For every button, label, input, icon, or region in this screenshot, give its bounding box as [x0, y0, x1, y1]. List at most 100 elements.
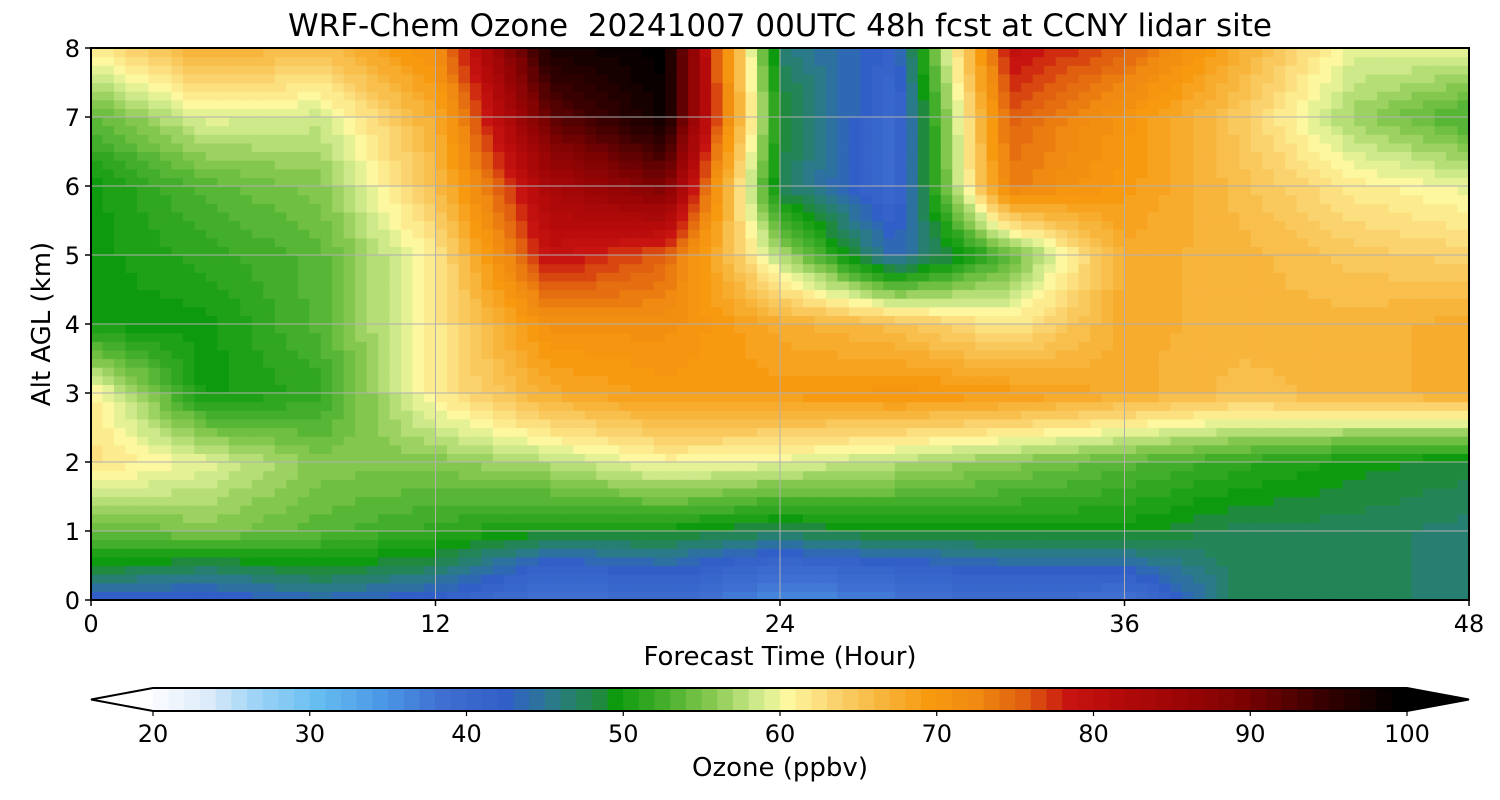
heatmap-cell	[538, 358, 551, 368]
heatmap-cell	[860, 332, 873, 342]
heatmap-cell	[1434, 513, 1447, 523]
heatmap-cell	[1193, 470, 1206, 480]
heatmap-cell	[802, 591, 816, 600]
heatmap-cell	[1158, 539, 1172, 549]
heatmap-cell	[136, 470, 150, 480]
heatmap-cell	[182, 315, 195, 325]
heatmap-cell	[1078, 367, 1091, 377]
heatmap-cell	[676, 582, 689, 592]
heatmap-cell	[665, 306, 678, 316]
heatmap-cell	[1377, 306, 1390, 316]
heatmap-cell	[1216, 462, 1229, 472]
heatmap-cell	[1078, 410, 1091, 420]
heatmap-cell	[1181, 513, 1194, 523]
heatmap-cell	[711, 298, 724, 308]
heatmap-cell	[332, 315, 345, 325]
heatmap-cell	[871, 367, 884, 377]
heatmap-cell	[665, 522, 678, 532]
heatmap-cell	[963, 358, 976, 368]
heatmap-cell	[814, 401, 827, 411]
heatmap-cell	[883, 462, 896, 472]
heatmap-cell	[1411, 496, 1424, 506]
heatmap-cell	[159, 393, 172, 403]
heatmap-cell	[929, 522, 942, 532]
heatmap-cell	[538, 263, 551, 273]
heatmap-cell	[952, 531, 965, 541]
heatmap-cell	[722, 513, 735, 523]
heatmap-cell	[642, 548, 655, 558]
heatmap-cell	[745, 272, 758, 282]
heatmap-cell	[1078, 427, 1091, 437]
heatmap-cell	[1285, 367, 1298, 377]
heatmap-cell	[251, 255, 264, 265]
heatmap-cell	[182, 384, 195, 394]
heatmap-cell	[91, 332, 104, 342]
heatmap-cell	[573, 393, 586, 403]
heatmap-cell	[251, 341, 264, 351]
heatmap-cell	[240, 505, 253, 515]
heatmap-cell	[1193, 272, 1206, 282]
heatmap-cell	[228, 487, 241, 498]
heatmap-cell	[458, 341, 471, 351]
heatmap-cell	[676, 513, 689, 523]
heatmap-cell	[1032, 427, 1045, 437]
heatmap-cell	[986, 306, 999, 316]
heatmap-cell	[1113, 496, 1126, 506]
heatmap-cell	[963, 375, 976, 385]
heatmap-cell	[286, 393, 299, 403]
heatmap-cell	[286, 522, 299, 532]
heatmap-cell	[274, 470, 287, 480]
heatmap-cell	[378, 384, 391, 394]
heatmap-cell	[986, 349, 999, 360]
heatmap-cell	[906, 324, 919, 334]
heatmap-cell	[871, 539, 884, 549]
heatmap-cell	[366, 315, 379, 325]
heatmap-cell	[1250, 513, 1263, 523]
heatmap-cell	[251, 306, 264, 316]
heatmap-cell	[538, 496, 551, 506]
heatmap-cell	[320, 246, 333, 256]
heatmap-cell	[1457, 401, 1469, 411]
heatmap-cell	[825, 444, 839, 454]
heatmap-cell	[412, 418, 425, 429]
heatmap-cell	[894, 496, 907, 506]
heatmap-cell	[573, 444, 586, 454]
heatmap-cell	[515, 289, 528, 299]
heatmap-cell	[1434, 332, 1447, 342]
heatmap-cell	[1331, 324, 1344, 334]
heatmap-cell	[527, 410, 540, 420]
heatmap-cell	[952, 582, 965, 592]
heatmap-cell	[366, 470, 379, 480]
heatmap-cell	[1423, 453, 1436, 463]
heatmap-cell	[1055, 341, 1068, 351]
heatmap-cell	[148, 410, 161, 420]
heatmap-cell	[91, 418, 104, 429]
heatmap-cell	[642, 367, 655, 377]
heatmap-cell	[1250, 246, 1263, 256]
heatmap-cell	[182, 574, 195, 584]
heatmap-cell	[1457, 332, 1469, 342]
heatmap-cell	[1377, 393, 1390, 403]
heatmap-cell	[205, 246, 218, 256]
heatmap-cell	[91, 315, 104, 325]
heatmap-cell	[102, 393, 115, 403]
heatmap-cell	[182, 306, 195, 316]
heatmap-cell	[550, 513, 563, 523]
heatmap-cell	[148, 315, 161, 325]
heatmap-cell	[1319, 444, 1332, 454]
heatmap-cell	[458, 487, 471, 498]
heatmap-cell	[607, 479, 620, 489]
heatmap-cell	[1227, 582, 1240, 592]
heatmap-cell	[228, 315, 241, 325]
heatmap-cell	[1411, 453, 1424, 463]
heatmap-cell	[343, 358, 356, 368]
heatmap-cell	[975, 565, 988, 575]
heatmap-cell	[1319, 556, 1332, 567]
heatmap-cell	[332, 393, 345, 403]
heatmap-cell	[986, 496, 999, 506]
heatmap-cell	[1308, 349, 1321, 360]
heatmap-cell	[802, 410, 816, 420]
heatmap-cell	[791, 272, 804, 282]
heatmap-cell	[194, 582, 207, 592]
heatmap-cell	[1273, 298, 1286, 308]
